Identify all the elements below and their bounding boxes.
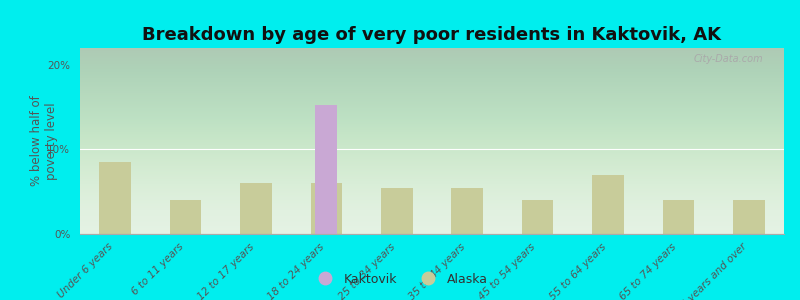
Bar bbox=[662, 200, 694, 234]
Text: City-Data.com: City-Data.com bbox=[694, 54, 763, 64]
Bar bbox=[592, 175, 624, 234]
Title: Breakdown by age of very poor residents in Kaktovik, AK: Breakdown by age of very poor residents … bbox=[142, 26, 722, 44]
Bar bbox=[381, 188, 413, 234]
Legend: Kaktovik, Alaska: Kaktovik, Alaska bbox=[307, 268, 493, 291]
Bar bbox=[310, 183, 342, 234]
Bar bbox=[99, 162, 131, 234]
Bar bbox=[240, 183, 272, 234]
Bar bbox=[170, 200, 202, 234]
Bar bbox=[522, 200, 554, 234]
Bar bbox=[451, 188, 483, 234]
Bar bbox=[315, 106, 338, 234]
Bar bbox=[733, 200, 765, 234]
Y-axis label: % below half of
poverty level: % below half of poverty level bbox=[30, 96, 58, 186]
